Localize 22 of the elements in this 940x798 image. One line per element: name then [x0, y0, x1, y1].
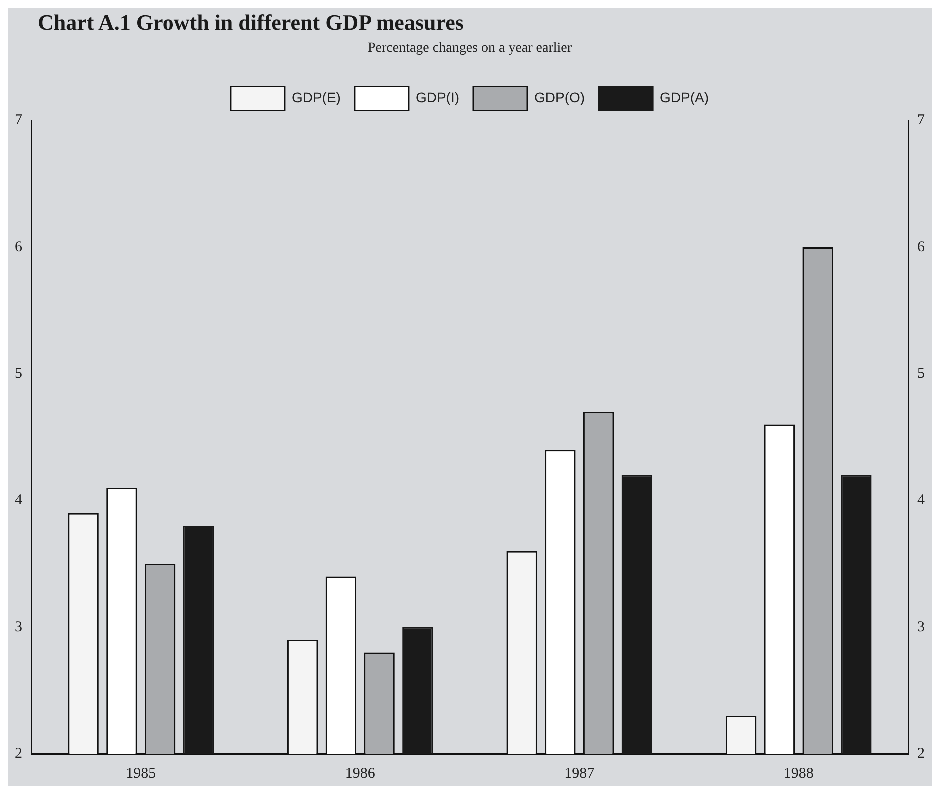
y-tick-label: 4 — [15, 492, 23, 509]
y-tick-label: 6 — [15, 239, 23, 256]
x-tick-label: 1988 — [784, 766, 814, 782]
x-tick-label: 1986 — [345, 766, 376, 782]
x-tick-label: 1987 — [564, 766, 596, 782]
y2-tick-label: 3 — [918, 619, 925, 636]
y-tick-label: 5 — [15, 366, 22, 382]
chart-title: Chart A.1 Growth in different GDP measures — [37, 10, 465, 36]
y-tick-label: 7 — [15, 112, 23, 129]
legend-label: GDP(E) — [292, 90, 341, 106]
chart-subtitle: Percentage changes on a year earlier — [368, 41, 572, 56]
y2-tick-label: 4 — [918, 492, 926, 509]
legend-label: GDP(O) — [534, 90, 586, 106]
x-tick-label: 1985 — [126, 766, 156, 782]
y2-tick-label: 5 — [918, 366, 925, 382]
y2-tick-label: 2 — [918, 746, 925, 762]
legend-label: GDP(I) — [416, 90, 460, 106]
y2-tick-label: 6 — [918, 239, 926, 256]
y2-tick-label: 7 — [918, 112, 926, 129]
legend-label: GDP(A) — [660, 90, 710, 106]
y-tick-label: 3 — [15, 619, 22, 636]
y-tick-label: 2 — [15, 746, 22, 762]
